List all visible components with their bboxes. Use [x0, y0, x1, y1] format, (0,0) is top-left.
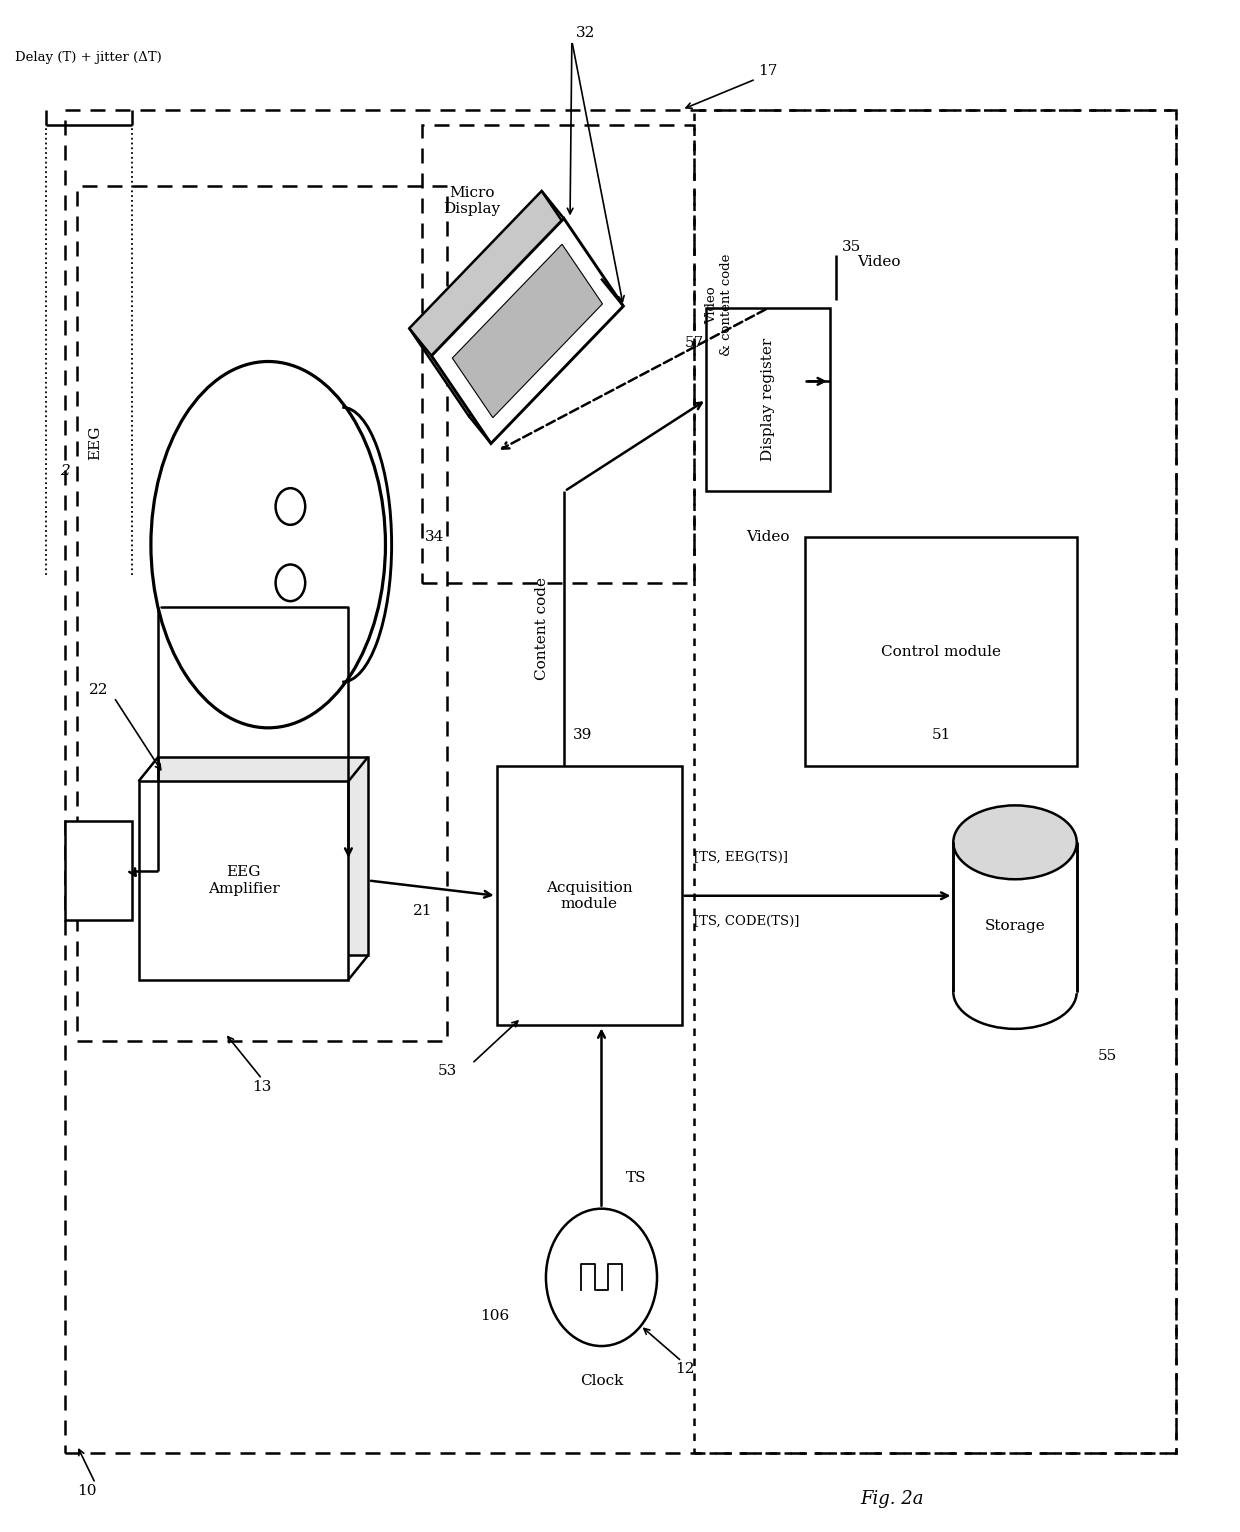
Text: 55: 55: [1097, 1049, 1117, 1063]
Text: Content code: Content code: [536, 578, 549, 680]
Text: 21: 21: [413, 904, 433, 918]
Text: 51: 51: [931, 729, 951, 743]
Text: EEG: EEG: [88, 426, 103, 460]
Polygon shape: [453, 244, 603, 418]
Text: TS: TS: [626, 1170, 647, 1186]
Text: EEG
Amplifier: EEG Amplifier: [207, 866, 279, 896]
Text: 32: 32: [575, 26, 595, 40]
Polygon shape: [954, 843, 1076, 991]
Text: 2: 2: [60, 464, 69, 478]
Text: Clock: Clock: [580, 1374, 624, 1388]
Text: Video
& content code: Video & content code: [704, 254, 733, 357]
Text: [TS, EEG(TS)]: [TS, EEG(TS)]: [694, 850, 789, 864]
Text: Video: Video: [746, 530, 790, 544]
Text: Control module: Control module: [880, 645, 1001, 659]
Circle shape: [546, 1209, 657, 1347]
Polygon shape: [432, 219, 624, 443]
Bar: [64, 110, 1176, 1452]
Text: 17: 17: [759, 64, 777, 78]
Ellipse shape: [954, 806, 1076, 879]
Bar: [707, 308, 830, 492]
Text: 106: 106: [480, 1308, 508, 1322]
Text: 34: 34: [425, 530, 444, 544]
Text: Video: Video: [858, 256, 901, 270]
Text: Storage: Storage: [985, 919, 1045, 933]
Text: [TS, CODE(TS)]: [TS, CODE(TS)]: [694, 915, 800, 928]
Text: 53: 53: [438, 1065, 456, 1079]
Bar: [496, 766, 682, 1025]
Text: 22: 22: [89, 683, 109, 697]
Text: Micro
Display: Micro Display: [444, 185, 501, 216]
Text: 13: 13: [252, 1080, 272, 1094]
Text: Delay (T) + jitter (ΔT): Delay (T) + jitter (ΔT): [15, 51, 162, 64]
Text: Acquisition
module: Acquisition module: [546, 881, 632, 912]
Bar: [423, 126, 694, 582]
Text: 39: 39: [573, 729, 593, 743]
Bar: [64, 821, 133, 921]
Text: 12: 12: [676, 1362, 696, 1376]
Bar: [77, 185, 448, 1040]
Bar: [805, 538, 1076, 766]
Ellipse shape: [954, 954, 1076, 1030]
Bar: [694, 110, 1176, 1452]
Text: 57: 57: [684, 336, 703, 351]
Text: 35: 35: [842, 241, 862, 254]
Text: Fig. 2a: Fig. 2a: [859, 1489, 924, 1507]
Polygon shape: [409, 192, 601, 417]
Text: Display register: Display register: [761, 339, 775, 461]
Bar: [159, 757, 368, 956]
Text: 10: 10: [77, 1485, 97, 1498]
Bar: [139, 781, 348, 979]
